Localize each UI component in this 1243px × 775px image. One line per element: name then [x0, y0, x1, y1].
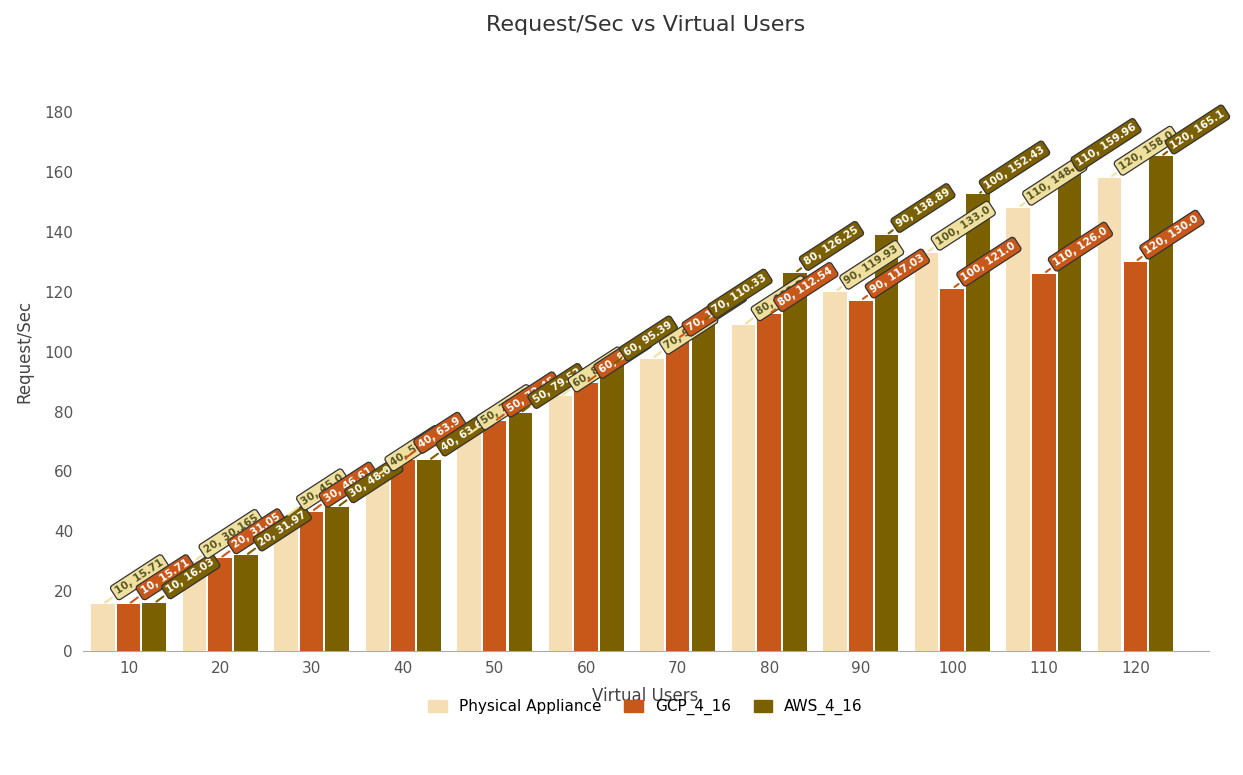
- Text: 70, 110.33: 70, 110.33: [706, 273, 769, 319]
- Bar: [941, 288, 965, 651]
- Bar: [666, 339, 690, 651]
- Text: 60, 95.39: 60, 95.39: [614, 319, 674, 363]
- Bar: [275, 516, 298, 651]
- Text: 30, 48.08: 30, 48.08: [339, 461, 400, 505]
- Text: 40, 63.9: 40, 63.9: [405, 415, 462, 458]
- Bar: [508, 413, 532, 651]
- Bar: [1058, 172, 1081, 651]
- Bar: [1098, 177, 1121, 651]
- Text: 40, 63.68: 40, 63.68: [431, 414, 491, 459]
- Text: 70, 104.31: 70, 104.31: [680, 291, 743, 337]
- Text: 100, 152.43: 100, 152.43: [981, 144, 1047, 193]
- Bar: [1149, 157, 1172, 651]
- Bar: [548, 396, 572, 651]
- Bar: [875, 235, 899, 651]
- Text: 80, 126.25: 80, 126.25: [797, 225, 860, 271]
- Bar: [91, 604, 114, 651]
- Bar: [823, 292, 846, 651]
- Text: 90, 119.93: 90, 119.93: [838, 244, 900, 290]
- Bar: [457, 434, 481, 651]
- Text: 10, 15.71: 10, 15.71: [106, 558, 165, 603]
- Bar: [574, 383, 598, 651]
- Title: Request/Sec vs Virtual Users: Request/Sec vs Virtual Users: [486, 15, 805, 35]
- Text: 80, 112.54: 80, 112.54: [772, 266, 835, 312]
- Bar: [1124, 262, 1147, 651]
- Text: 20, 31.05: 20, 31.05: [222, 512, 282, 556]
- Bar: [234, 556, 257, 651]
- Text: 110, 126.0: 110, 126.0: [1047, 226, 1109, 272]
- Bar: [1032, 274, 1055, 651]
- Bar: [416, 460, 440, 651]
- Text: 90, 117.03: 90, 117.03: [863, 253, 926, 299]
- Bar: [365, 475, 389, 651]
- Text: 50, 72.45: 50, 72.45: [471, 388, 532, 432]
- Bar: [915, 253, 938, 651]
- Bar: [300, 512, 323, 651]
- Text: 120, 165.1: 120, 165.1: [1163, 109, 1227, 155]
- Y-axis label: Request/Sec: Request/Sec: [15, 300, 34, 403]
- Text: 20, 31.97: 20, 31.97: [247, 509, 308, 554]
- Text: 70, 97.67: 70, 97.67: [654, 312, 715, 357]
- Legend: Physical Appliance, GCP_4_16, AWS_4_16: Physical Appliance, GCP_4_16, AWS_4_16: [423, 693, 869, 722]
- Text: 50, 72.45: 50, 72.45: [497, 375, 557, 420]
- Text: 10, 15.71: 10, 15.71: [131, 558, 191, 603]
- Text: 50, 79.52: 50, 79.52: [522, 367, 583, 412]
- Bar: [482, 422, 506, 651]
- Bar: [732, 326, 756, 651]
- Text: 120, 158.0: 120, 158.0: [1112, 129, 1175, 176]
- Bar: [117, 604, 140, 651]
- X-axis label: Virtual Users: Virtual Users: [593, 687, 699, 705]
- Bar: [1007, 208, 1030, 651]
- Bar: [849, 301, 873, 651]
- Text: 100, 121.0: 100, 121.0: [955, 240, 1018, 287]
- Text: 80, 108.8: 80, 108.8: [746, 279, 805, 323]
- Text: 110, 148.0: 110, 148.0: [1021, 160, 1084, 206]
- Bar: [966, 195, 989, 651]
- Text: 60, 89.59: 60, 89.59: [588, 336, 649, 381]
- Bar: [143, 603, 167, 651]
- Bar: [640, 359, 664, 651]
- Text: 60, 85.06: 60, 85.06: [563, 350, 623, 394]
- Text: 20, 30.165: 20, 30.165: [196, 513, 260, 560]
- Text: 110, 159.96: 110, 159.96: [1071, 122, 1137, 170]
- Text: 100, 133.0: 100, 133.0: [929, 205, 992, 251]
- Bar: [783, 273, 807, 651]
- Bar: [757, 314, 781, 651]
- Bar: [392, 460, 415, 651]
- Bar: [209, 558, 232, 651]
- Text: 10, 16.03: 10, 16.03: [157, 557, 216, 601]
- Text: 90, 138.89: 90, 138.89: [889, 187, 952, 233]
- Text: 40, 58.74: 40, 58.74: [380, 429, 440, 474]
- Bar: [600, 365, 624, 651]
- Text: 30, 46.61: 30, 46.61: [314, 466, 374, 510]
- Bar: [183, 561, 206, 651]
- Bar: [691, 321, 715, 651]
- Text: 30, 45.0: 30, 45.0: [288, 472, 346, 515]
- Bar: [326, 507, 349, 651]
- Text: 120, 130.0: 120, 130.0: [1137, 213, 1201, 260]
